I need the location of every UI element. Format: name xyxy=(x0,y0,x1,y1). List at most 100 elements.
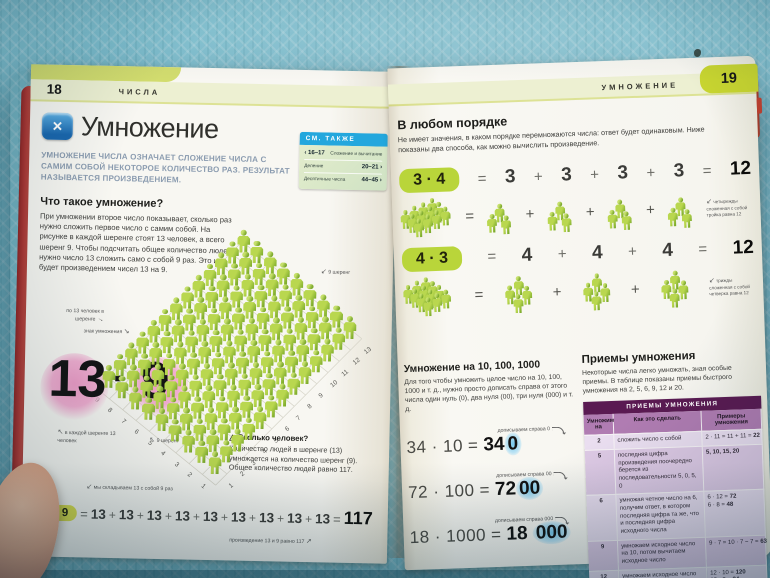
person-torso xyxy=(276,390,289,407)
person-torso xyxy=(425,294,435,308)
person-head xyxy=(150,319,157,326)
person-head xyxy=(427,289,433,295)
sum-term: 13 xyxy=(174,508,191,524)
person-figure xyxy=(207,307,220,330)
person-head xyxy=(207,406,215,414)
person-figure xyxy=(670,270,681,289)
person-torso xyxy=(247,346,260,363)
person-figure xyxy=(400,209,411,229)
label-arrow: ↘ xyxy=(123,328,130,336)
person-figure xyxy=(252,262,265,285)
person-torso xyxy=(198,347,211,364)
person-head xyxy=(222,296,229,303)
person-head xyxy=(524,285,530,291)
person-head xyxy=(237,329,244,336)
person-figure xyxy=(292,294,305,318)
person-figure xyxy=(416,210,427,229)
person-figure xyxy=(216,274,229,297)
person-figure xyxy=(316,294,329,317)
person-head xyxy=(243,395,250,402)
person-head xyxy=(228,362,235,369)
person-head xyxy=(257,284,265,291)
person-figure xyxy=(418,201,429,221)
person-figure xyxy=(227,384,240,407)
example-lhs: 12 · 10 = xyxy=(710,569,736,577)
person-figure xyxy=(309,349,322,373)
person-torso xyxy=(555,206,565,220)
person-torso xyxy=(407,219,417,233)
person-figure xyxy=(440,206,451,225)
person-figure xyxy=(183,308,196,331)
person-head xyxy=(308,305,316,312)
mult10-example: дописываем справа 0 34 · 10 = 34 0 xyxy=(406,422,579,460)
person-head xyxy=(253,240,261,247)
person-head xyxy=(684,208,690,214)
person-figure xyxy=(279,284,292,307)
sum-term: 13 xyxy=(146,507,163,524)
plus-sign: + xyxy=(304,512,313,527)
sign-label: знак умножения ↘ xyxy=(83,328,130,336)
person-figure xyxy=(283,328,296,351)
person-figure xyxy=(173,341,186,364)
person-figure xyxy=(234,329,247,352)
person-head xyxy=(230,384,237,391)
person-head xyxy=(313,349,320,356)
person-head xyxy=(429,281,435,287)
figure-group-12 xyxy=(403,276,454,318)
multiplier-cell: 5 xyxy=(584,448,617,496)
person-head xyxy=(259,306,267,313)
tricks-column-header: Примеры умножения xyxy=(701,409,763,432)
person-head xyxy=(190,352,197,359)
person-figure xyxy=(412,280,423,300)
person-torso xyxy=(434,207,444,221)
see-also-label: Сложение и вычитание xyxy=(330,151,383,158)
person-head xyxy=(261,328,269,335)
sum-equation: 13 · 9=13+13+13+13+13+13+13+13+13=117 xyxy=(29,501,382,529)
ranks-label: ↖ 9 шеренг xyxy=(149,436,179,445)
person-head xyxy=(266,372,273,379)
person-head xyxy=(442,206,448,212)
person-head xyxy=(677,196,683,203)
person-head xyxy=(288,350,295,357)
person-torso xyxy=(412,286,422,300)
person-torso xyxy=(253,412,266,429)
person-torso xyxy=(187,358,200,375)
label-arrow: ↖ xyxy=(149,436,156,444)
person-figure xyxy=(194,296,207,320)
person-head xyxy=(198,440,205,447)
person-head xyxy=(418,293,424,299)
person-figure xyxy=(263,251,276,274)
sum-result: 117 xyxy=(343,507,374,529)
person-torso xyxy=(237,236,250,253)
person-head xyxy=(427,206,433,212)
product-result-label: произведение 13 и 9 равно 117 ↗ xyxy=(229,537,312,546)
person-head xyxy=(436,202,442,208)
person-head xyxy=(269,273,276,280)
person-torso xyxy=(600,288,610,302)
person-head xyxy=(186,308,193,315)
person-figure xyxy=(422,214,433,233)
equals-sign: = xyxy=(467,436,479,456)
person-head xyxy=(226,340,233,347)
mult10-equation: 34 · 10 = 34 0 xyxy=(406,432,579,460)
person-head xyxy=(425,297,431,303)
example-line: 5, 10, 15, 20 xyxy=(705,448,740,456)
person-torso xyxy=(191,402,204,419)
equals-sign: = xyxy=(487,247,497,266)
person-torso xyxy=(205,292,218,309)
person-torso xyxy=(279,290,292,307)
person-head xyxy=(177,341,184,348)
figure-group-4 xyxy=(583,273,610,312)
person-head xyxy=(188,330,195,337)
person-torso xyxy=(343,322,356,339)
person-figure xyxy=(204,406,217,430)
equals-sign: = xyxy=(479,480,491,500)
person-figure xyxy=(196,318,209,342)
plus-sign: + xyxy=(192,509,201,524)
example-result: 22 xyxy=(753,433,761,440)
person-head xyxy=(217,373,224,380)
person-torso xyxy=(332,333,345,350)
person-torso xyxy=(330,311,343,328)
person-figure xyxy=(229,406,242,429)
person-figure xyxy=(239,251,252,275)
